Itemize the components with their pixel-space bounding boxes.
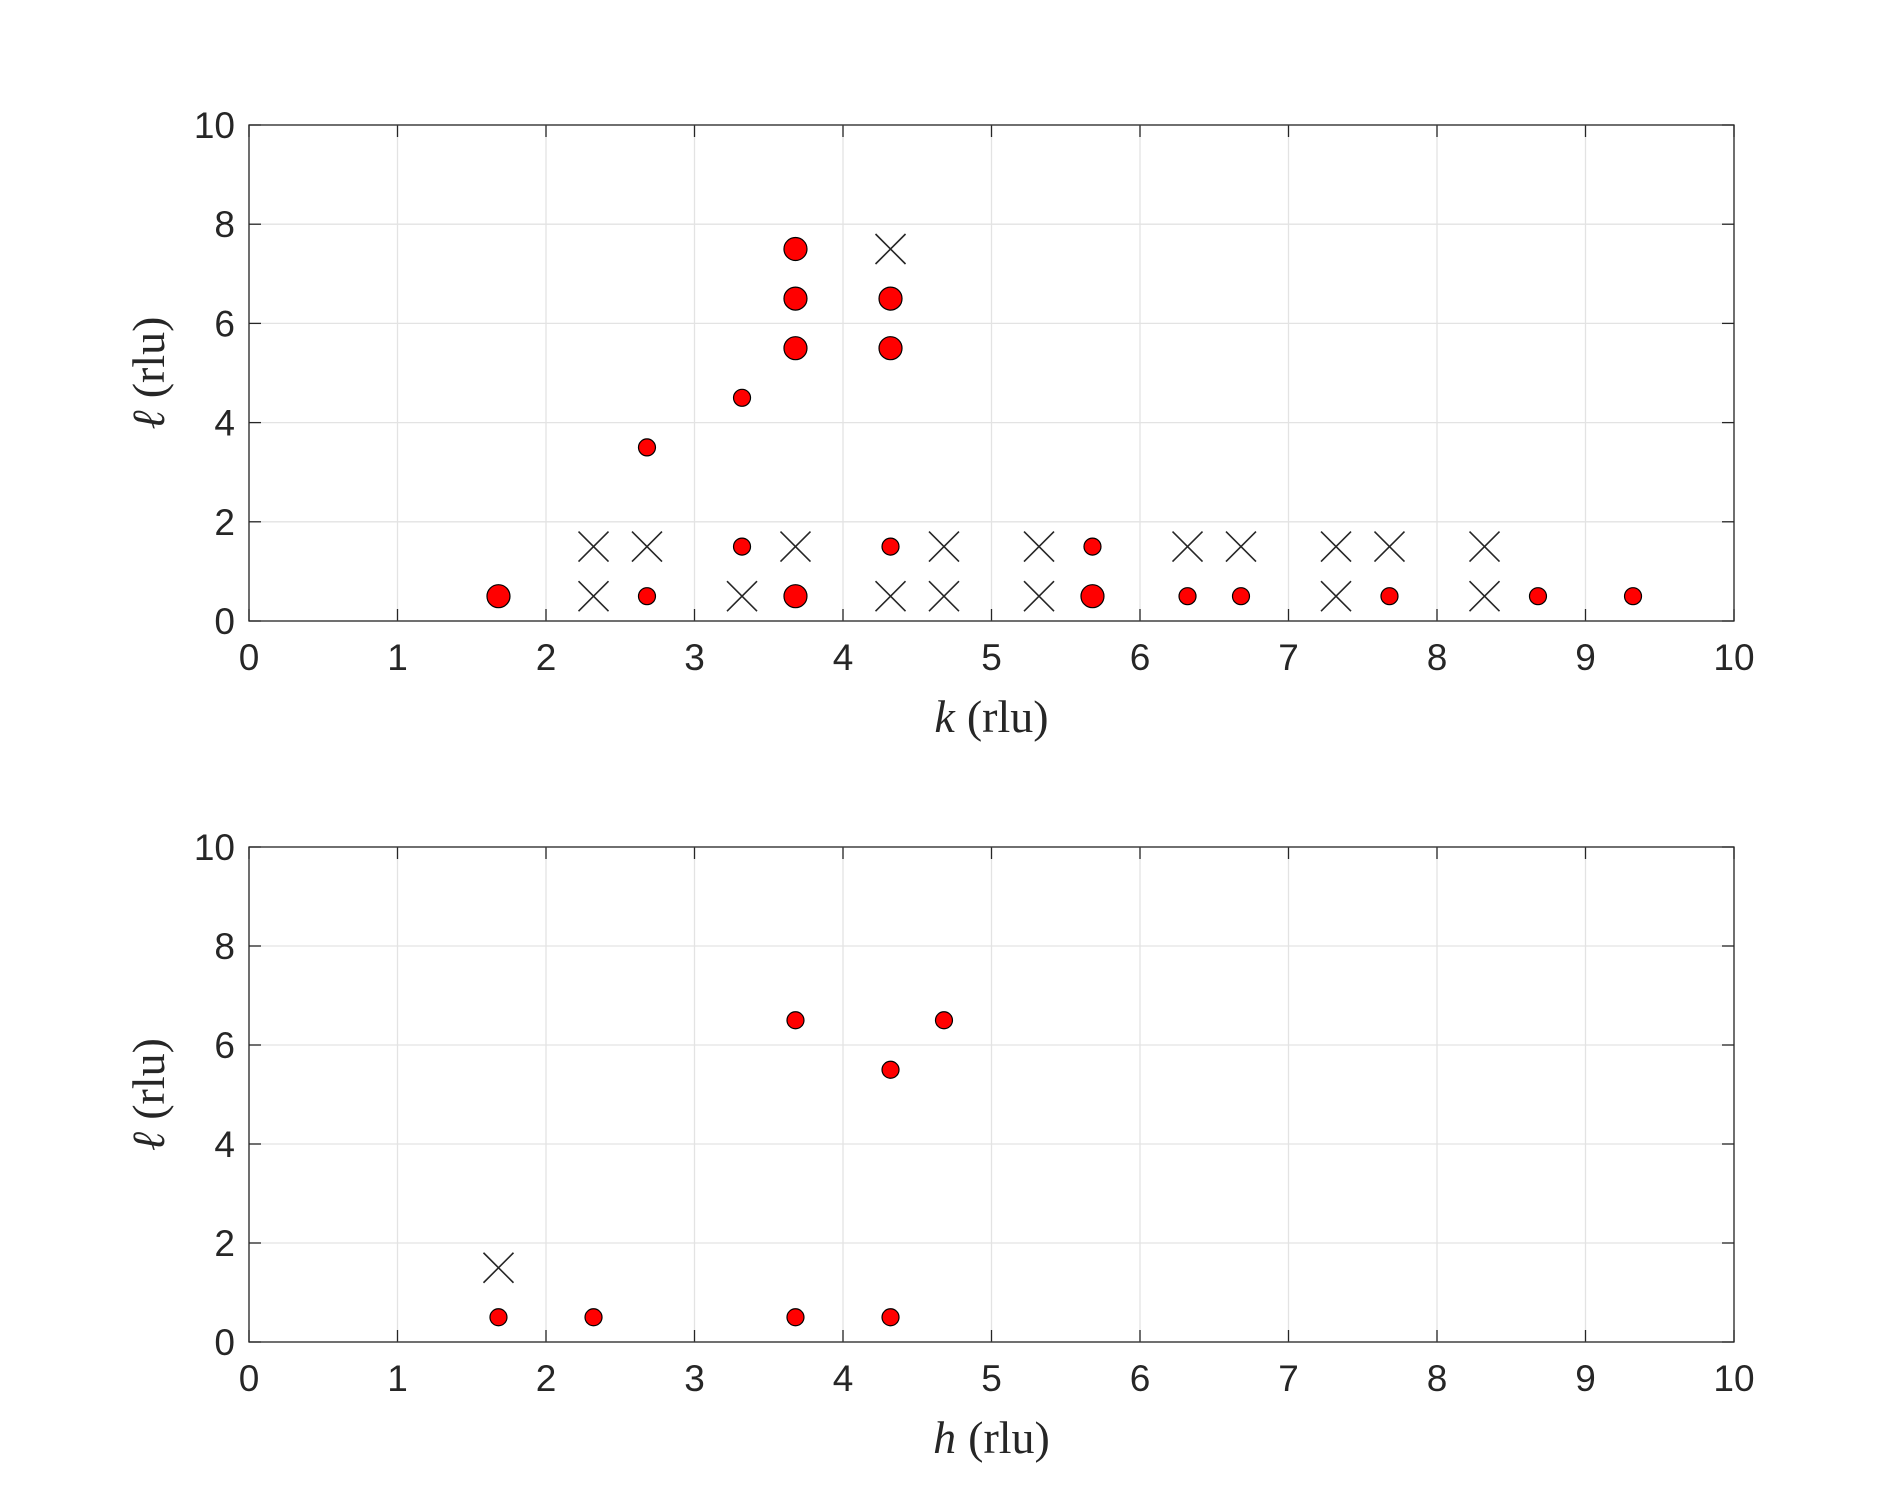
x-tick-label: 10 [1713, 637, 1754, 678]
x-tick-label: 6 [1130, 637, 1151, 678]
cross-marker [1023, 531, 1055, 563]
cross-marker [1023, 580, 1055, 612]
circle-marker [1623, 587, 1643, 606]
x-tick-label: 3 [684, 637, 705, 678]
y-tick-label: 4 [214, 1124, 235, 1165]
x-tick-label: 2 [536, 1358, 557, 1399]
x-tick-label: 7 [1278, 637, 1299, 678]
y-axis-variable: ℓ [123, 1131, 174, 1151]
circle-marker [1528, 587, 1548, 606]
cross-marker [1320, 531, 1352, 563]
x-axis-variable: k [934, 691, 956, 742]
circle-marker [486, 584, 511, 609]
circle-marker [637, 438, 657, 457]
x-tick-label: 4 [833, 1358, 854, 1399]
x-tick-label: 1 [387, 637, 408, 678]
y-axis-variable: ℓ [123, 409, 174, 429]
circle-marker [881, 537, 900, 556]
x-tick-label: 5 [981, 1358, 1002, 1399]
x-axis-unit: (rlu) [968, 1412, 1050, 1463]
y-tick-label: 6 [214, 1025, 235, 1066]
x-tick-label: 9 [1575, 1358, 1596, 1399]
x-axis-label: h (rlu) [933, 1412, 1050, 1463]
x-tick-label: 2 [536, 637, 557, 678]
cross-marker [577, 580, 610, 612]
circle-marker [934, 1011, 954, 1030]
x-tick-label: 8 [1427, 1358, 1448, 1399]
circle-marker [584, 1308, 603, 1327]
cross-marker [779, 531, 812, 563]
circle-marker [1083, 537, 1102, 556]
y-tick-label: 2 [214, 502, 235, 543]
y-axis-unit: (rlu) [123, 317, 174, 399]
y-tick-label: 4 [214, 403, 235, 444]
y-tick-label: 10 [194, 827, 235, 868]
circle-marker [783, 236, 808, 262]
cross-marker [577, 531, 610, 563]
y-axis-label: ℓ (rlu) [123, 317, 174, 430]
x-tick-label: 8 [1427, 637, 1448, 678]
circle-marker [489, 1308, 508, 1327]
axes-box [248, 124, 1735, 622]
y-tick-label: 0 [214, 601, 235, 642]
circle-marker [786, 1308, 805, 1327]
circle-marker [881, 1308, 900, 1327]
circle-marker [878, 286, 903, 311]
circle-marker [878, 336, 903, 361]
cross-marker [1468, 531, 1501, 563]
x-tick-label: 5 [981, 637, 1002, 678]
x-tick-label: 7 [1278, 1358, 1299, 1399]
cross-marker [874, 233, 907, 265]
cross-marker [482, 1252, 515, 1284]
cross-marker [928, 580, 960, 612]
cross-marker [726, 580, 758, 612]
x-tick-label: 0 [239, 637, 260, 678]
circle-marker [637, 587, 657, 606]
cross-marker [1225, 531, 1257, 563]
y-axis-label: ℓ (rlu) [123, 1038, 174, 1151]
y-tick-label: 0 [214, 1322, 235, 1363]
x-axis-variable: h [933, 1412, 956, 1463]
circle-marker [1178, 587, 1197, 606]
circle-marker [1231, 587, 1251, 606]
cross-marker [1468, 580, 1501, 612]
cross-marker [928, 531, 960, 563]
circle-marker [1380, 587, 1399, 606]
circle-marker [1080, 584, 1105, 609]
x-tick-label: 6 [1130, 1358, 1151, 1399]
y-tick-label: 8 [214, 926, 235, 967]
circle-marker [786, 1011, 805, 1030]
y-tick-label: 10 [194, 105, 235, 146]
x-tick-label: 0 [239, 1358, 260, 1399]
circle-marker [881, 1060, 900, 1079]
y-tick-label: 8 [214, 204, 235, 245]
axes-box [248, 846, 1735, 1343]
circle-marker [783, 584, 808, 609]
circle-marker [732, 388, 752, 407]
x-tick-label: 4 [833, 637, 854, 678]
x-tick-label: 3 [684, 1358, 705, 1399]
y-tick-label: 2 [214, 1223, 235, 1264]
x-tick-label: 1 [387, 1358, 408, 1399]
y-tick-label: 6 [214, 303, 235, 344]
circle-marker [783, 286, 808, 311]
cross-marker [874, 580, 907, 612]
x-tick-label: 9 [1575, 637, 1596, 678]
cross-marker [1373, 531, 1406, 563]
circle-marker [783, 336, 808, 361]
x-axis-label: k (rlu) [934, 691, 1048, 742]
circle-marker [732, 537, 752, 556]
x-axis-unit: (rlu) [967, 691, 1049, 742]
x-tick-label: 10 [1713, 1358, 1754, 1399]
y-axis-unit: (rlu) [123, 1038, 174, 1120]
cross-marker [1171, 531, 1204, 563]
cross-marker [631, 531, 663, 563]
cross-marker [1320, 580, 1352, 612]
